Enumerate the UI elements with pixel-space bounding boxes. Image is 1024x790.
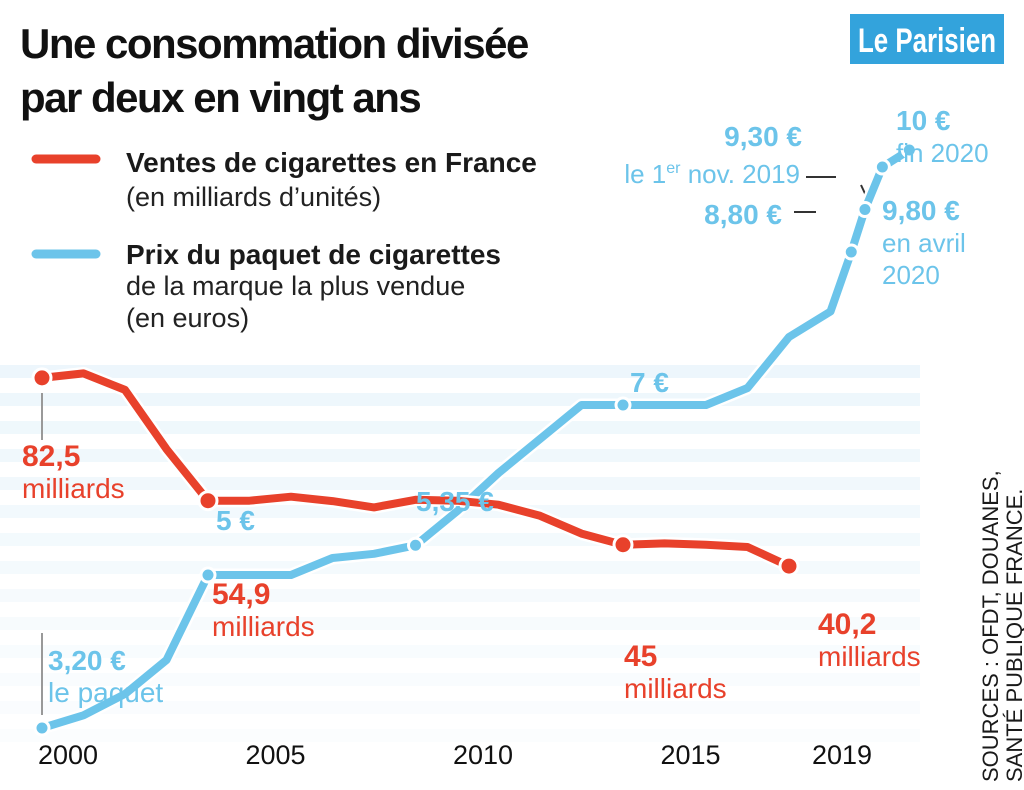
background-stripe xyxy=(0,589,920,602)
background-stripe xyxy=(0,617,920,630)
price-point-marker xyxy=(199,566,217,584)
price-detail-label: le 1er nov. 2019 xyxy=(624,159,800,189)
price-value-label: 8,80 € xyxy=(704,199,782,230)
x-tick-label: 2010 xyxy=(453,740,513,770)
price-value-label: 5,35 € xyxy=(416,486,494,517)
price-point-marker xyxy=(842,243,860,261)
sales-series-line xyxy=(38,369,793,571)
background-stripe xyxy=(0,365,920,378)
price-value-label: 9,30 € xyxy=(724,121,802,152)
logo-background xyxy=(850,14,1004,64)
price-point-marker xyxy=(33,719,51,737)
legend-price-detail-1: de la marque la plus vendue xyxy=(126,271,465,301)
sales-value-label: 54,9 xyxy=(212,578,270,611)
chart-title-line2: par deux en vingt ans xyxy=(20,74,420,121)
x-tick-label: 2019 xyxy=(812,740,872,770)
price-value-label: 7 € xyxy=(630,367,669,398)
sales-unit-label: milliards xyxy=(624,673,727,704)
sales-unit-label: milliards xyxy=(212,611,315,642)
x-tick-label: 2015 xyxy=(660,740,720,770)
x-tick-label: 2005 xyxy=(245,740,305,770)
sales-value-label: 40,2 xyxy=(818,608,876,641)
price-value-label: 9,80 € xyxy=(882,195,960,226)
sales-point-marker xyxy=(31,367,53,389)
price-point-marker xyxy=(407,536,424,554)
price-detail-text: nov. 2019 xyxy=(680,159,800,189)
sales-point-marker xyxy=(612,534,634,556)
source-note: SOURCES : OFDT, DOUANES, SANTÉ PUBLIQUE … xyxy=(978,470,1024,782)
sales-series xyxy=(31,366,800,577)
price-point-marker xyxy=(873,158,891,176)
background-stripe xyxy=(0,477,920,490)
sales-point-marker xyxy=(778,555,800,577)
background-stripe xyxy=(0,701,920,714)
logo-text: Le Parisien xyxy=(858,22,996,60)
sales-unit-label: milliards xyxy=(22,473,125,504)
legend-sales-detail: (en milliards d’unités) xyxy=(126,182,381,212)
price-detail-text: le 1 xyxy=(624,159,666,189)
background-stripe xyxy=(0,645,920,658)
price-point-marker xyxy=(856,201,874,218)
legend-sales-title: Ventes de cigarettes en France xyxy=(126,147,537,178)
x-tick-label: 2000 xyxy=(38,740,98,770)
price-value-label: 3,20 € xyxy=(48,645,126,676)
legend-price-detail-2: (en euros) xyxy=(126,303,249,333)
price-value-label: 10 € xyxy=(896,105,951,136)
sales-point-marker xyxy=(197,490,219,512)
background-stripes xyxy=(0,365,920,742)
x-axis: 2000 2005 2010 2015 2019 xyxy=(38,740,872,770)
price-point-marker xyxy=(614,396,632,414)
source-line-2: SANTÉ PUBLIQUE FRANCE. xyxy=(1002,489,1024,782)
price-series xyxy=(33,141,918,737)
price-detail-label: en avril xyxy=(882,228,966,258)
sales-value-label: 45 xyxy=(624,640,657,673)
background-stripe xyxy=(0,533,920,546)
price-detail-label: fin 2020 xyxy=(896,138,989,168)
price-detail-label: le paquet xyxy=(48,677,163,708)
background-stripe xyxy=(0,449,920,462)
price-detail-sup: er xyxy=(666,160,681,177)
legend-price-title: Prix du paquet de cigarettes xyxy=(126,239,501,270)
price-detail-label: 2020 xyxy=(882,260,940,290)
label-guides xyxy=(41,176,869,715)
data-labels: 82,5milliards54,9milliards45milliards40,… xyxy=(22,105,989,708)
price-series-line xyxy=(38,146,914,732)
background-stripe xyxy=(0,421,920,434)
chart-title-line1: Une consommation divisée xyxy=(20,20,528,67)
source-line-1: SOURCES : OFDT, DOUANES, xyxy=(978,470,1003,782)
price-point-marker xyxy=(900,141,918,159)
sales-unit-label: milliards xyxy=(818,641,921,672)
legend: Ventes de cigarettes en France (en milli… xyxy=(31,147,537,333)
background-stripe xyxy=(0,673,920,686)
price-value-label: 5 € xyxy=(216,505,255,536)
le-parisien-logo: Le Parisien xyxy=(850,14,1004,64)
background-stripe xyxy=(0,729,920,742)
sales-value-label: 82,5 xyxy=(22,440,80,473)
